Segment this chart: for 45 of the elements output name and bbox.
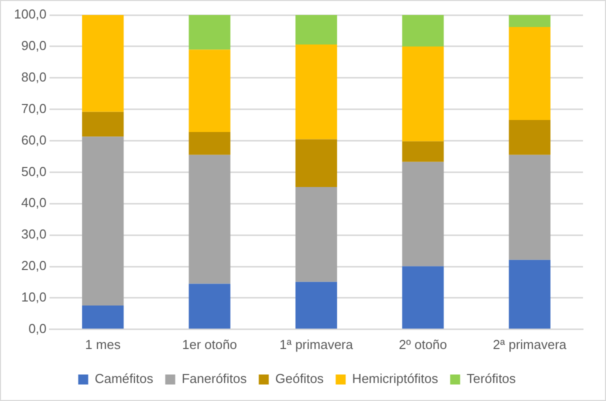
bar [295, 139, 338, 187]
bar [188, 284, 230, 329]
bar [402, 162, 444, 266]
bar [402, 15, 444, 46]
bar [508, 26, 550, 120]
y-tick-label: 80,0 [21, 69, 47, 84]
legend-label: Fanerófitos [182, 371, 248, 386]
bar [402, 46, 444, 142]
bar [295, 186, 338, 282]
y-tick-label: 70,0 [21, 100, 47, 116]
bar [188, 154, 230, 284]
bar [188, 50, 230, 132]
legend-label: Hemicriptófitos [352, 371, 439, 386]
bar [508, 260, 550, 329]
bar [295, 282, 338, 329]
legend-label: Geófitos [275, 371, 324, 386]
bar [295, 44, 338, 140]
y-tick-label: 60,0 [21, 132, 47, 148]
bar [82, 112, 124, 137]
x-tick-label: 1ª primavera [280, 336, 354, 352]
y-tick-label: 10,0 [21, 290, 47, 305]
bar [295, 15, 338, 45]
x-tick-label: 1 mes [85, 336, 122, 352]
legend-label: Terófitos [466, 371, 516, 386]
bar [82, 136, 124, 306]
bar [508, 120, 550, 155]
bar [188, 132, 230, 155]
x-tick-label: 2ª primavera [492, 336, 568, 352]
bar [82, 15, 124, 112]
y-tick-label: 100,0 [14, 6, 47, 22]
x-tick-label: 2º otoño [398, 336, 448, 352]
x-tick-label: 1er otoño [182, 336, 238, 352]
bar [508, 15, 550, 27]
y-tick-label: 50,0 [21, 164, 47, 179]
bar [402, 141, 444, 162]
bar [82, 306, 124, 329]
y-tick-label: 90,0 [21, 38, 47, 54]
bar [508, 154, 550, 260]
y-tick-label: 40,0 [21, 195, 47, 210]
legend-label: Caméfitos [94, 371, 154, 386]
y-tick-label: 30,0 [21, 226, 47, 242]
y-tick-label: 20,0 [21, 258, 47, 274]
bar [188, 15, 230, 50]
bar [402, 266, 444, 329]
y-tick-label: 0,0 [28, 320, 47, 336]
